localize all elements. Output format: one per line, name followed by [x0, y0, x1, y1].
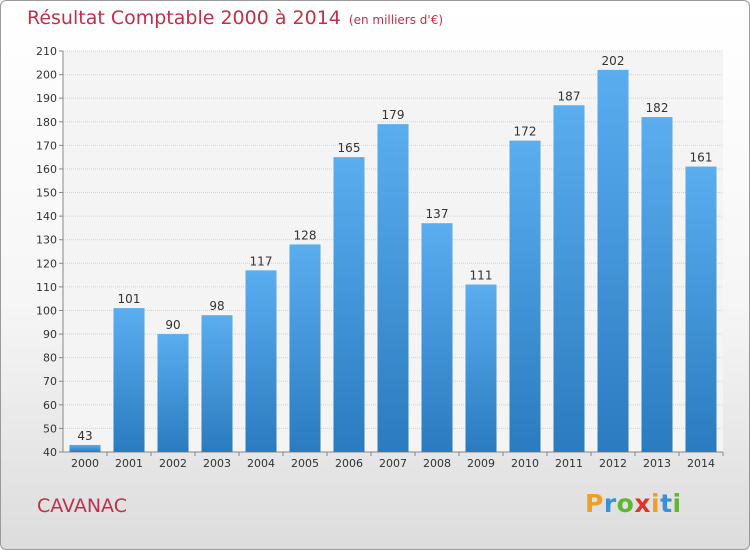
bar [289, 244, 321, 452]
data-label: 202 [602, 54, 625, 68]
y-tick-label: 110 [36, 281, 57, 294]
data-label: 161 [690, 151, 713, 165]
y-tick-label: 210 [36, 45, 57, 58]
place-name: CAVANAC [37, 495, 127, 517]
logo-letter: P [585, 489, 604, 518]
x-tick-label: 2010 [511, 457, 539, 470]
data-label: 111 [470, 269, 493, 283]
logo-letter: t [660, 489, 673, 518]
y-tick-label: 80 [43, 352, 57, 365]
x-tick-label: 2004 [247, 457, 275, 470]
x-tick-label: 2000 [71, 457, 99, 470]
logo-letter: o [616, 489, 635, 518]
data-label: 187 [558, 89, 581, 103]
x-tick-label: 2001 [115, 457, 143, 470]
bar [69, 444, 101, 452]
x-tick-label: 2012 [599, 457, 627, 470]
y-tick-label: 170 [36, 139, 57, 152]
bar [245, 270, 277, 452]
bar [333, 157, 365, 452]
x-tick-label: 2008 [423, 457, 451, 470]
data-label: 172 [514, 125, 537, 139]
data-label: 117 [250, 254, 273, 268]
y-tick-label: 190 [36, 92, 57, 105]
data-label: 90 [165, 318, 180, 332]
data-label: 43 [77, 429, 92, 443]
y-tick-label: 160 [36, 163, 57, 176]
data-label: 137 [426, 207, 449, 221]
bar [641, 117, 673, 452]
chart-subtitle: (en milliers d'€) [348, 13, 444, 27]
x-tick-label: 2005 [291, 457, 319, 470]
data-label: 128 [294, 228, 317, 242]
bar [421, 223, 453, 452]
data-label: 165 [338, 141, 361, 155]
data-label: 182 [646, 101, 669, 115]
y-tick-label: 150 [36, 187, 57, 200]
x-tick-label: 2007 [379, 457, 407, 470]
logo-letter: x [634, 489, 651, 518]
proxiti-logo: Proxiti [585, 489, 682, 518]
x-tick-label: 2014 [687, 457, 715, 470]
x-tick-label: 2009 [467, 457, 495, 470]
y-tick-label: 120 [36, 257, 57, 270]
chart-title: Résultat Comptable 2000 à 2014 (en millie… [27, 7, 443, 29]
bar [685, 166, 717, 453]
bar [113, 308, 145, 452]
y-tick-label: 130 [36, 234, 57, 247]
bar [553, 105, 585, 453]
y-tick-label: 70 [43, 375, 57, 388]
data-label: 179 [382, 108, 405, 122]
x-tick-label: 2006 [335, 457, 363, 470]
logo-letter: i [672, 489, 682, 518]
bar [509, 140, 541, 452]
bar [201, 315, 233, 452]
y-tick-label: 50 [43, 422, 57, 435]
y-tick-label: 40 [43, 446, 57, 459]
x-tick-label: 2003 [203, 457, 231, 470]
y-tick-label: 140 [36, 210, 57, 223]
x-tick-label: 2002 [159, 457, 187, 470]
bar [597, 69, 629, 452]
y-tick-label: 100 [36, 304, 57, 317]
y-tick-label: 180 [36, 116, 57, 129]
logo-letter: r [603, 489, 617, 518]
logo-letter: i [651, 489, 661, 518]
y-tick-label: 200 [36, 69, 57, 82]
bar [465, 284, 497, 452]
y-tick-label: 60 [43, 399, 57, 412]
y-tick-label: 90 [43, 328, 57, 341]
x-tick-label: 2013 [643, 457, 671, 470]
data-label: 98 [209, 299, 224, 313]
x-tick-label: 2011 [555, 457, 583, 470]
data-label: 101 [118, 292, 141, 306]
chart-title-text: Résultat Comptable 2000 à 2014 [27, 7, 341, 29]
bar [157, 334, 189, 452]
bar [377, 124, 409, 452]
